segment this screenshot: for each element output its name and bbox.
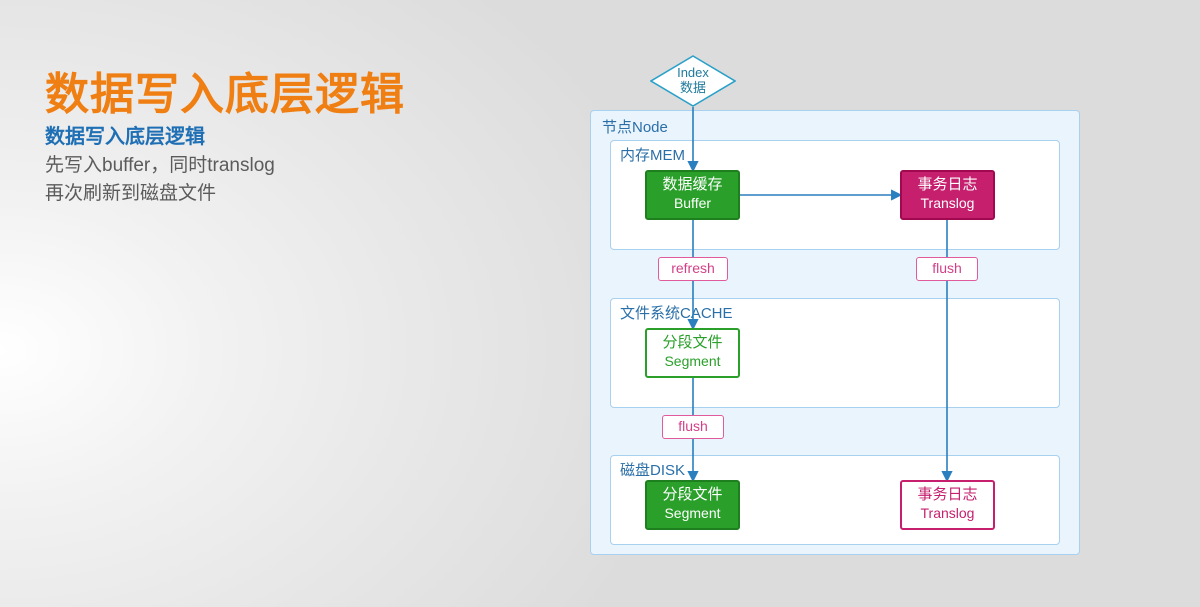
slide-title: 数据写入底层逻辑 [45,58,405,122]
buffer-l1: 数据缓存 [662,176,722,193]
segment-cache-chip: 分段文件 Segment [645,328,740,378]
translog-l1: 事务日志 [917,176,977,193]
segment-disk-chip: 分段文件 Segment [645,480,740,530]
translog-disk-chip: 事务日志 Translog [900,480,995,530]
refresh-tag: refresh [658,257,728,281]
buffer-l2: Buffer [674,195,711,211]
index-diamond: Index 数据 [650,55,736,107]
buffer-chip: 数据缓存 Buffer [645,170,740,220]
flush-tag-mem: flush [916,257,978,281]
translog-disk-l2: Translog [921,505,975,521]
body-line-2: 再次刷新到磁盘文件 [45,178,216,205]
translog-l2: Translog [921,195,975,211]
mem-label: 内存MEM [620,144,685,165]
segment-disk-l2: Segment [664,505,720,521]
index-diamond-l1: Index [677,65,709,80]
diagram: Index 数据 节点Node 内存MEM 文件系统CACHE 磁盘DISK [590,55,1110,575]
slide-subtitle: 数据写入底层逻辑 [45,120,205,149]
segment-disk-l1: 分段文件 [662,486,722,503]
segment-cache-l1: 分段文件 [662,334,722,351]
cache-label: 文件系统CACHE [620,302,733,323]
body-line-1: 先写入buffer，同时translog [45,150,275,177]
translog-disk-l1: 事务日志 [917,486,977,503]
disk-label: 磁盘DISK [620,459,685,480]
index-diamond-l2: 数据 [680,80,706,95]
segment-cache-l2: Segment [664,353,720,369]
translog-chip: 事务日志 Translog [900,170,995,220]
flush-tag-cache: flush [662,415,724,439]
node-label: 节点Node [602,116,668,137]
index-diamond-label: Index 数据 [650,55,736,107]
